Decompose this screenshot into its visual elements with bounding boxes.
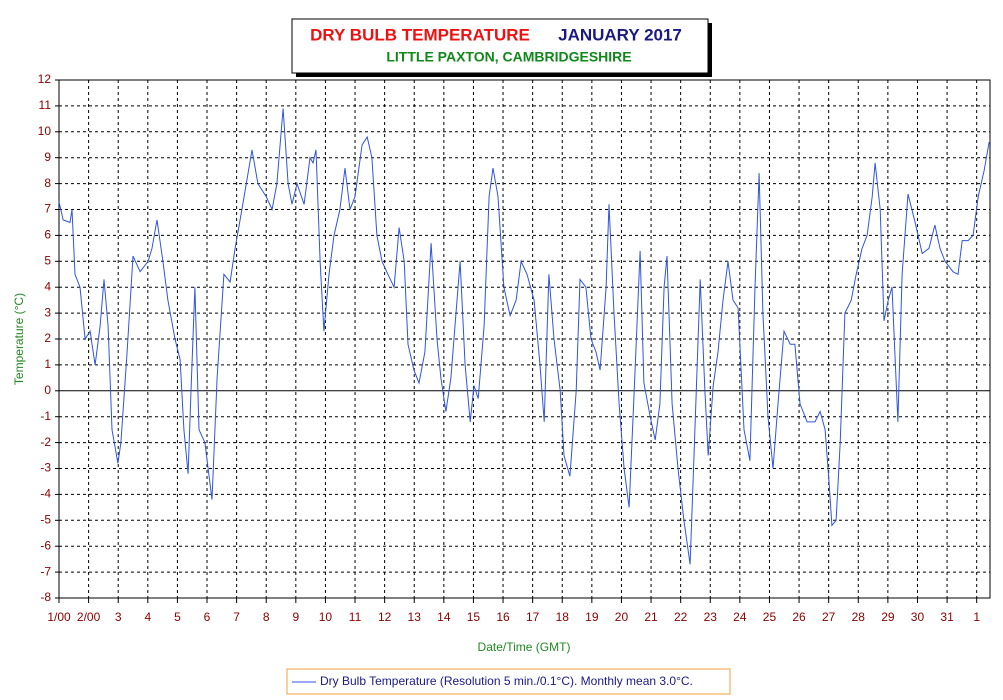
y-tick-label: 11: [39, 98, 52, 112]
x-tick-label: 27: [822, 610, 836, 624]
legend-box: [286, 668, 731, 695]
y-tick-label: -7: [40, 564, 51, 578]
y-tick-label: 0: [44, 383, 51, 397]
x-tick-label: 13: [408, 610, 422, 624]
y-tick-label: 8: [44, 176, 51, 190]
x-tick-label: 14: [437, 610, 451, 624]
x-tick-label: 1: [973, 610, 980, 624]
y-tick-label: 1: [44, 357, 51, 371]
chart-title: DRY BULB TEMPERATURE: [310, 25, 530, 44]
x-tick-label: 21: [644, 610, 658, 624]
y-tick-label: 3: [44, 305, 51, 319]
x-tick-label: 25: [763, 610, 777, 624]
x-tick-label: 28: [852, 610, 866, 624]
y-tick-label: -6: [40, 538, 51, 552]
x-tick-label: 8: [263, 610, 270, 624]
x-tick-label: 30: [911, 610, 925, 624]
x-tick-label: 9: [292, 610, 299, 624]
x-tick-label: 12: [378, 610, 392, 624]
y-tick-label: 7: [44, 202, 51, 216]
y-tick-label: 9: [44, 150, 51, 164]
x-tick-label: 29: [881, 610, 895, 624]
x-tick-label: 24: [733, 610, 747, 624]
x-tick-label: 17: [526, 610, 540, 624]
x-tick-label: 1/00: [47, 610, 71, 624]
x-tick-label: 7: [233, 610, 240, 624]
x-tick-label: 6: [204, 610, 211, 624]
x-tick-label: 20: [615, 610, 629, 624]
temperature-line: [58, 108, 990, 565]
y-tick-label: 6: [44, 228, 51, 242]
chart-subtitle: LITTLE PAXTON, CAMBRIDGESHIRE: [386, 49, 631, 65]
x-axis-label: Date/Time (GMT): [478, 640, 571, 654]
y-tick-label: 2: [44, 331, 51, 345]
y-tick-label: 5: [44, 253, 51, 267]
y-tick-label: 12: [38, 72, 52, 86]
y-tick-label: -2: [40, 435, 51, 449]
y-tick-label: 10: [38, 124, 52, 138]
x-tick-label: 10: [319, 610, 333, 624]
x-tick-label: 18: [556, 610, 570, 624]
chart-period: JANUARY 2017: [558, 25, 682, 44]
x-tick-label: 26: [792, 610, 806, 624]
x-tick-label: 16: [496, 610, 510, 624]
y-tick-label: -5: [40, 512, 51, 526]
legend-label: Dry Bulb Temperature (Resolution 5 min./…: [320, 674, 693, 688]
x-tick-label: 5: [174, 610, 181, 624]
x-tick-label: 2/00: [77, 610, 101, 624]
y-tick-label: -3: [40, 461, 51, 475]
y-tick-label: -8: [40, 590, 51, 604]
y-axis-label: Temperature (°C): [12, 293, 26, 385]
y-tick-label: -1: [40, 409, 51, 423]
x-tick-label: 31: [940, 610, 954, 624]
plot-frame: [58, 79, 991, 599]
y-tick-label: 4: [44, 279, 51, 293]
x-tick-label: 3: [115, 610, 122, 624]
x-tick-label: 4: [144, 610, 151, 624]
y-tick-label: -4: [40, 487, 51, 501]
x-tick-label: 23: [704, 610, 718, 624]
x-tick-label: 15: [467, 610, 481, 624]
title-box: [291, 18, 709, 74]
x-tick-label: 19: [585, 610, 599, 624]
x-tick-label: 22: [674, 610, 688, 624]
x-tick-label: 11: [349, 610, 362, 624]
